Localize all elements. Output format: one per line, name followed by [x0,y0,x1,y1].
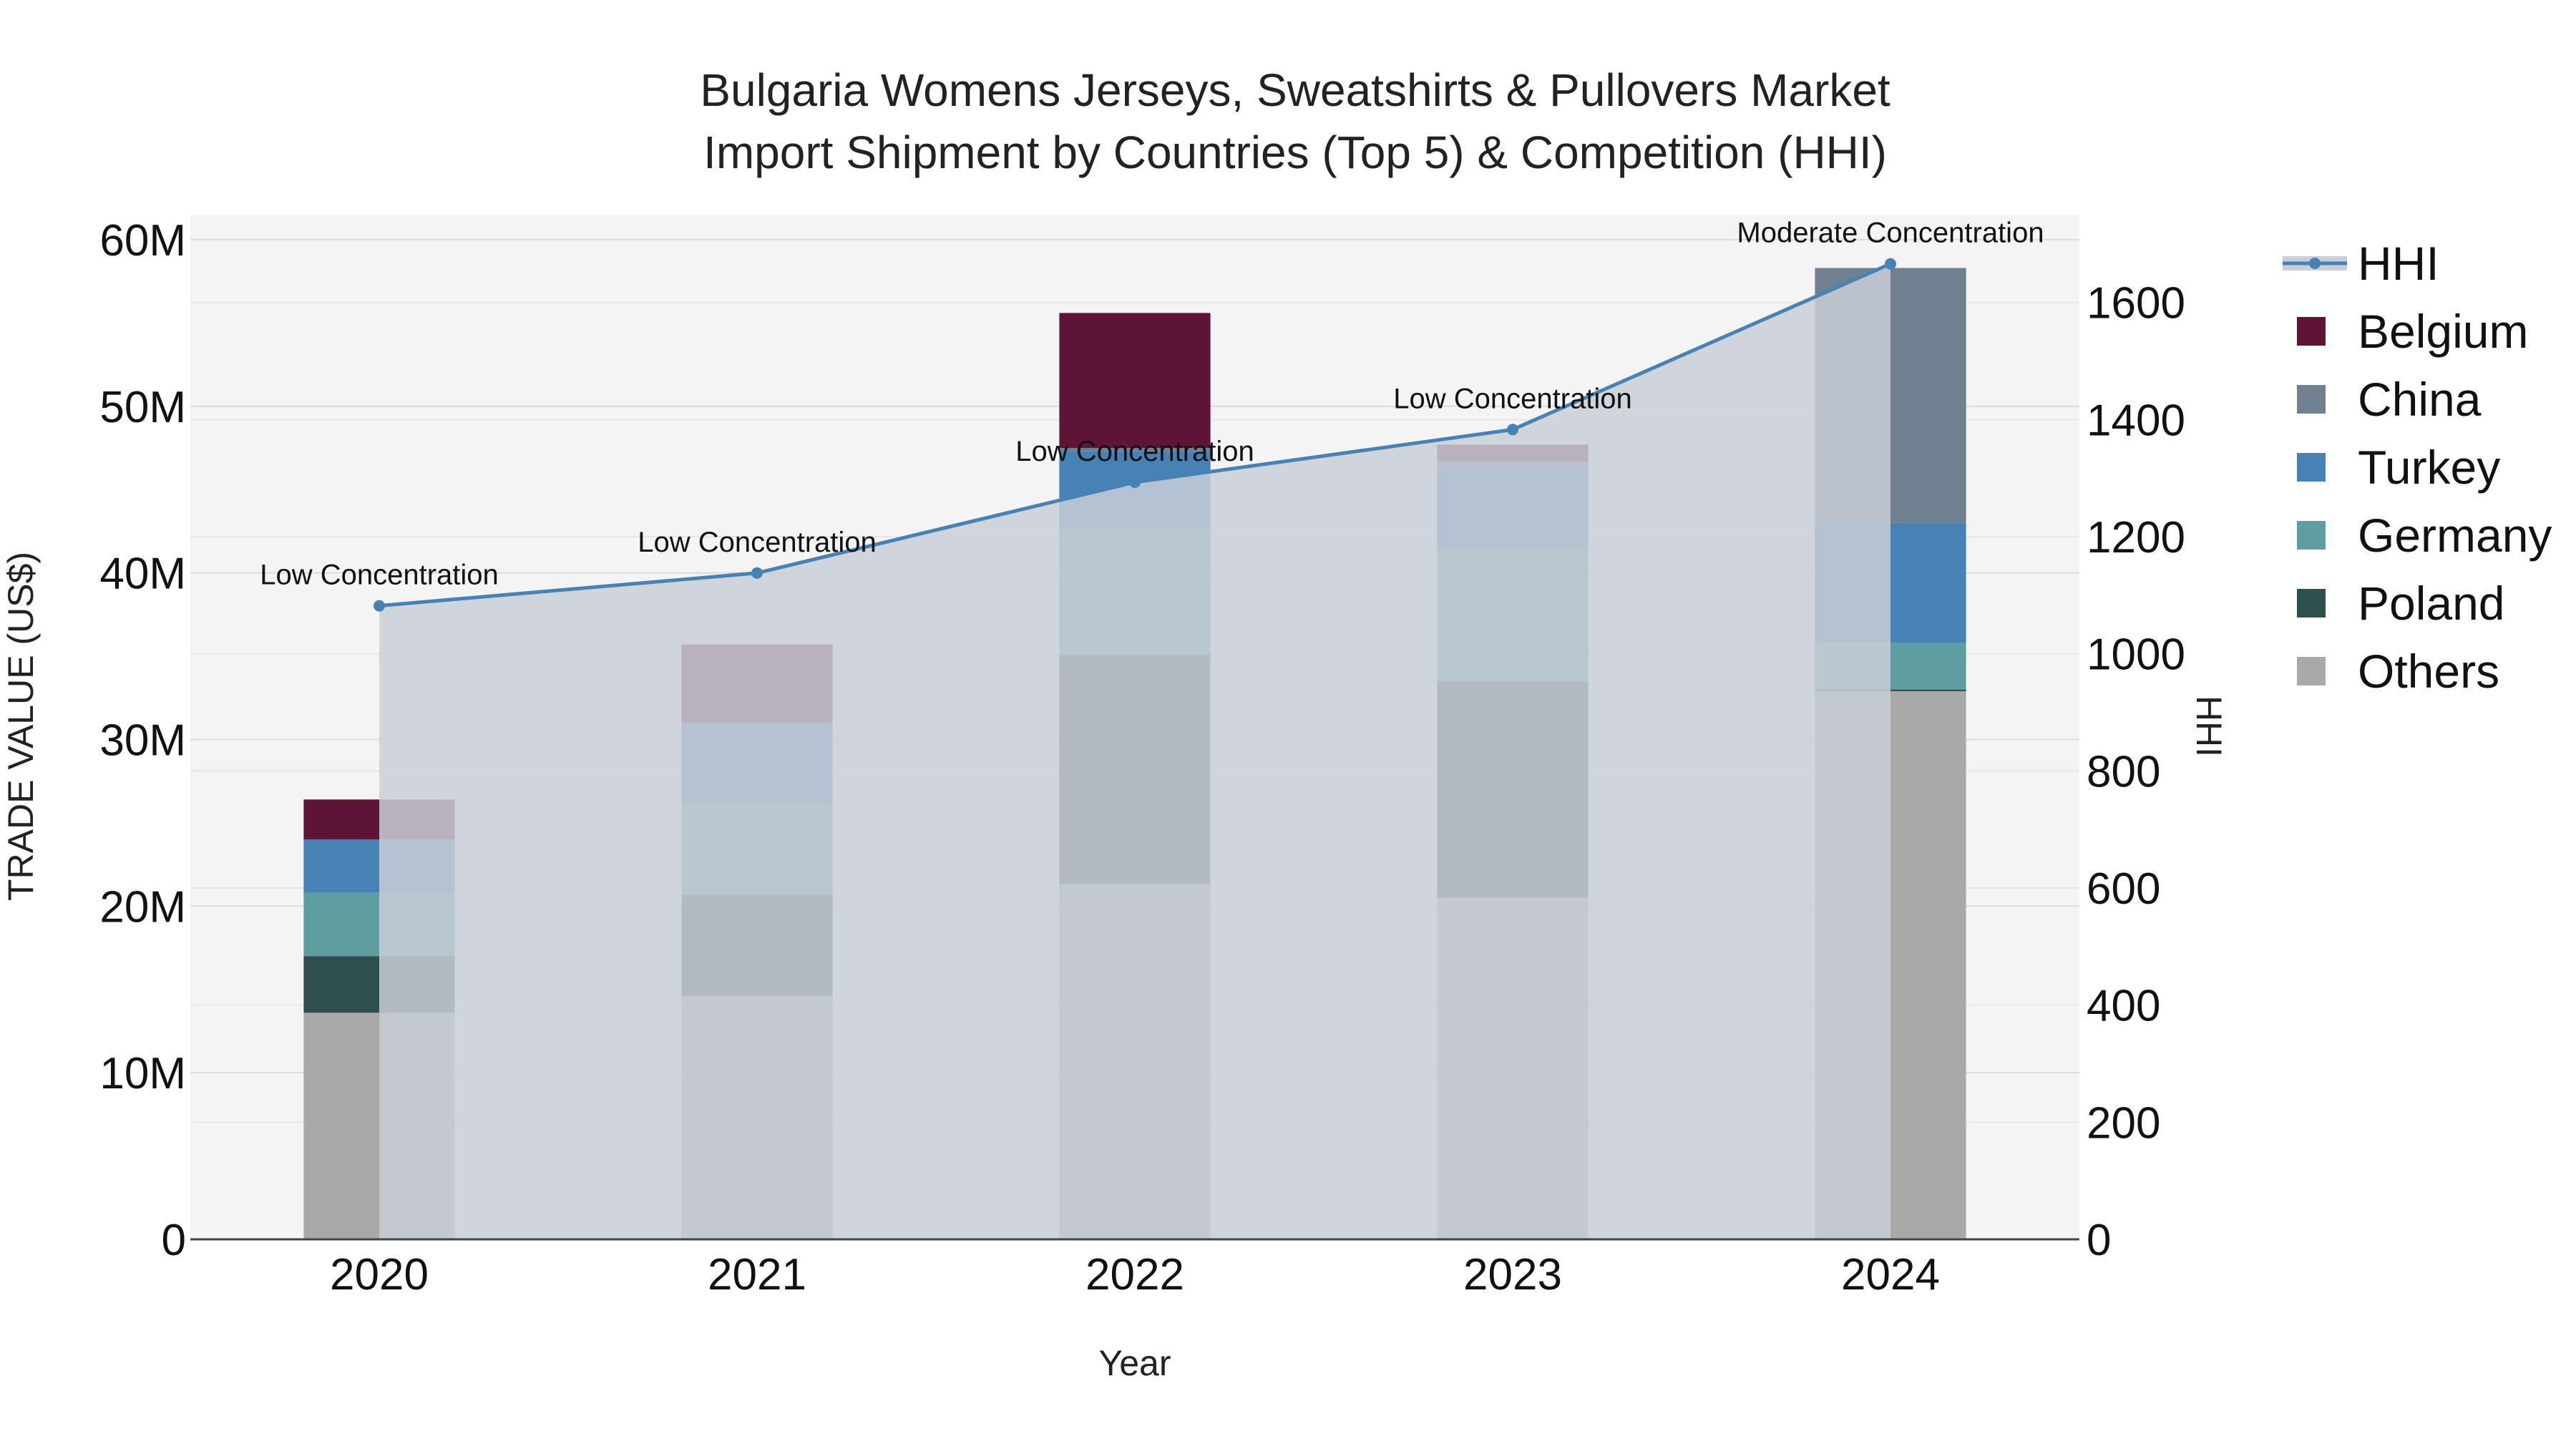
hhi-line-group [374,258,1896,612]
hhi-area [379,263,1890,1240]
chart-title-line2: Import Shipment by Countries (Top 5) & C… [703,127,1887,178]
y2-tick-label: 800 [2087,747,2160,796]
legend-swatch-belgium [2297,317,2326,346]
y2-tick-label: 0 [2087,1216,2111,1265]
y2-tick-label: 1200 [2087,513,2185,562]
hhi-annotation-2020: Low Concentration [260,560,499,591]
y-tick-label: 30M [99,716,186,765]
y-axis-ticks: 0 10M 20M 30M 40M 50M 60M [99,216,186,1265]
hhi-annotation-2021: Low Concentration [638,527,877,558]
hhi-point-2024 [1885,258,1896,270]
legend: HHI Belgium China Turkey Germany Poland Others [2283,237,2552,698]
x-axis-ticks: 2020 2021 2022 2023 2024 [330,1250,1940,1299]
legend-item-poland[interactable]: Poland [2297,577,2505,630]
y-tick-label: 10M [99,1049,186,1098]
legend-item-others[interactable]: Others [2297,645,2499,698]
legend-item-hhi[interactable]: HHI [2283,237,2439,290]
hhi-area-group [379,263,1890,1240]
legend-swatch-poland [2297,589,2326,618]
x-tick-label: 2024 [1841,1250,1940,1299]
y-axis-title: TRADE VALUE (US$) [1,552,41,901]
y2-tick-label: 1400 [2087,396,2185,445]
y2-tick-label: 1000 [2087,630,2185,680]
hhi-point-2021 [751,567,763,579]
legend-label-others: Others [2358,645,2499,698]
x-tick-label: 2023 [1463,1250,1562,1299]
y-tick-label: 60M [99,216,186,265]
legend-swatch-china [2297,385,2326,414]
annotation-group: Low Concentration Low Concentration Low Co… [260,218,2044,591]
y-tick-label: 50M [99,383,186,432]
legend-item-china[interactable]: China [2297,373,2482,426]
y2-tick-label: 200 [2087,1098,2160,1148]
hhi-annotation-2023: Low Concentration [1393,383,1632,414]
hhi-annotation-2024: Moderate Concentration [1737,218,2044,249]
legend-item-turkey[interactable]: Turkey [2297,441,2500,494]
hhi-point-2022 [1129,476,1141,488]
legend-swatch-germany [2297,521,2326,550]
y2-tick-label: 400 [2087,982,2160,1031]
y2-tick-label: 600 [2087,864,2160,914]
y2-axis-title: HHI [2189,696,2229,757]
legend-label-poland: Poland [2358,577,2505,630]
legend-label-germany: Germany [2358,509,2552,562]
hhi-point-2020 [374,600,385,612]
legend-label-china: China [2358,373,2482,426]
bar-china-2022 [1059,447,1211,452]
x-tick-label: 2020 [330,1250,429,1299]
legend-label-hhi: HHI [2358,237,2439,290]
x-tick-label: 2021 [708,1250,806,1299]
legend-swatch-others [2297,657,2326,686]
y-tick-label: 40M [99,550,186,599]
y-tick-label: 20M [99,882,186,932]
hhi-annotation-2022: Low Concentration [1015,436,1254,467]
legend-item-germany[interactable]: Germany [2297,509,2552,562]
bar-belgium-2022 [1059,313,1211,448]
legend-label-belgium: Belgium [2358,305,2528,358]
x-tick-label: 2022 [1085,1250,1184,1299]
x-axis-title: Year [1098,1343,1171,1383]
hhi-point-2023 [1507,424,1518,436]
legend-label-turkey: Turkey [2358,441,2500,494]
legend-swatch-hhi-marker [2309,258,2321,269]
y-tick-label: 0 [162,1216,186,1265]
legend-swatch-turkey [2297,453,2326,482]
y2-tick-label: 1600 [2087,279,2185,328]
chart-title-line1: Bulgaria Womens Jerseys, Sweatshirts & P… [700,64,1890,116]
legend-item-belgium[interactable]: Belgium [2297,305,2528,358]
y2-axis-ticks: 0 200 400 600 800 1000 1200 1400 1600 [2087,279,2185,1265]
